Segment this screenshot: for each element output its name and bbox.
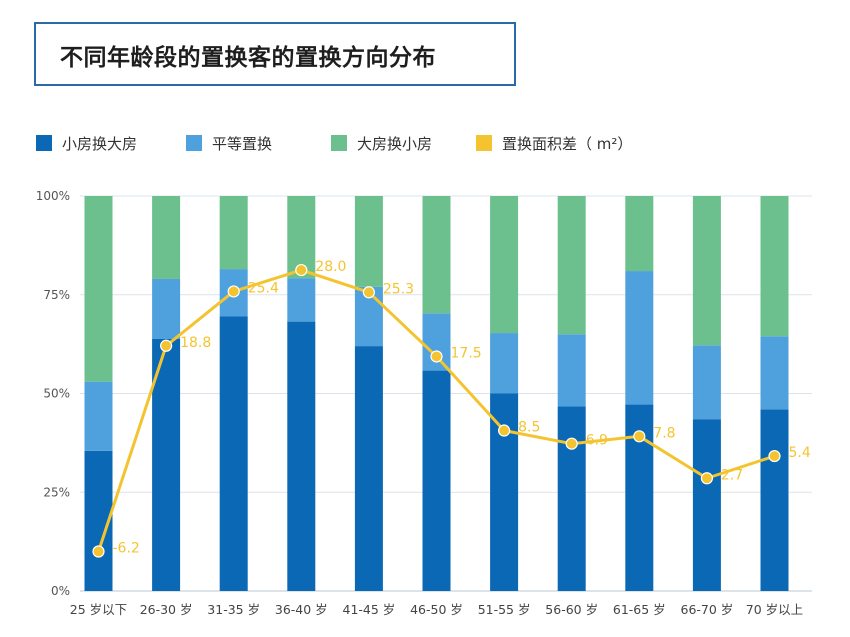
legend-item-large-to-small: 大房换小房	[331, 131, 432, 155]
area-diff-label: 8.5	[518, 420, 540, 436]
area-diff-label: 7.8	[653, 425, 675, 441]
legend-swatch-large-to-small	[331, 135, 347, 151]
bar-segment	[557, 196, 586, 335]
bar-segment	[692, 419, 721, 591]
area-diff-point	[160, 339, 173, 352]
bar-segment	[490, 393, 519, 591]
x-tick-label: 25 岁以下	[70, 602, 127, 617]
area-diff-label: 18.8	[180, 335, 211, 351]
legend-swatch-area-diff	[476, 135, 492, 151]
area-diff-point	[362, 286, 375, 299]
bar-segment	[287, 321, 316, 591]
bar-segment	[152, 196, 181, 279]
legend-item-area-diff: 置换面积差（ m²）	[476, 131, 632, 155]
legend-label-small-to-large: 小房换大房	[62, 134, 138, 153]
x-tick-label: 41-45 岁	[343, 602, 396, 617]
bar-segment	[760, 196, 789, 337]
area-diff-point	[700, 472, 714, 485]
legend-item-equal: 平等置换	[186, 131, 272, 155]
bar-segment	[422, 196, 451, 314]
chart-title: 不同年龄段的置换客的置换方向分布	[60, 45, 436, 71]
y-tick-label: 50%	[43, 387, 70, 401]
area-diff-label: 17.5	[451, 345, 482, 361]
area-diff-label: -6.2	[113, 541, 140, 557]
area-diff-label: 25.3	[383, 281, 414, 297]
area-diff-point	[633, 430, 646, 443]
bar-segment	[84, 381, 113, 451]
area-diff-point	[92, 545, 105, 558]
legend: 小房换大房 平等置换 大房换小房 置换面积差（ m²）	[0, 131, 850, 155]
bar-segment	[557, 406, 586, 591]
x-tick-label: 66-70 岁	[681, 602, 734, 617]
bar-segment	[152, 278, 181, 339]
legend-item-small-to-large: 小房换大房	[36, 131, 137, 155]
area-diff-label: 28.0	[315, 259, 346, 275]
area-diff-label: 6.9	[586, 433, 608, 449]
bar-segment	[760, 409, 789, 591]
area-diff-point	[768, 449, 781, 463]
bar-segment	[219, 196, 248, 270]
area-diff-label: 25.4	[248, 280, 279, 296]
bar-segment	[287, 278, 316, 322]
x-tick-label: 51-55 岁	[478, 602, 531, 617]
x-tick-label: 56-60 岁	[545, 602, 598, 617]
x-tick-label: 26-30 岁	[140, 602, 193, 617]
x-tick-label: 36-40 岁	[275, 602, 328, 617]
bar-segment	[557, 334, 586, 407]
bar-segment	[625, 271, 654, 405]
bar-segment	[490, 196, 519, 334]
area-diff-point	[295, 263, 308, 277]
area-diff-label: 5.4	[789, 445, 811, 461]
x-tick-label: 46-50 岁	[410, 602, 463, 617]
y-tick-label: 75%	[43, 288, 70, 302]
bar-segment	[490, 333, 519, 394]
area-diff-point	[498, 424, 511, 437]
x-tick-label: 61-65 岁	[613, 602, 666, 617]
area-diff-point	[227, 285, 240, 298]
legend-label-large-to-small: 大房换小房	[357, 134, 433, 153]
x-tick-label: 70 岁以上	[746, 602, 803, 617]
bar-segment	[152, 338, 181, 591]
bar-segment	[354, 196, 383, 287]
bar-segment	[760, 336, 789, 410]
legend-label-area-diff: 置换面积差（ m²）	[502, 134, 633, 153]
bar-segment	[422, 370, 451, 591]
area-diff-point	[430, 350, 443, 363]
bar-segment	[692, 345, 721, 420]
legend-swatch-equal	[186, 135, 202, 151]
legend-swatch-small-to-large	[36, 135, 52, 151]
y-tick-label: 100%	[36, 189, 70, 203]
area-diff-point	[565, 437, 578, 450]
y-tick-label: 0%	[51, 584, 70, 598]
bar-segment	[84, 196, 113, 382]
area-diff-label: 2.7	[721, 467, 743, 483]
legend-label-equal: 平等置换	[212, 134, 273, 153]
x-tick-label: 31-35 岁	[207, 602, 260, 617]
bar-segment	[692, 196, 721, 346]
bar-segment	[354, 346, 383, 591]
title-box: 不同年龄段的置换客的置换方向分布	[34, 22, 516, 86]
bar-segment	[625, 196, 654, 272]
bar-segment	[219, 316, 248, 591]
y-tick-label: 25%	[43, 485, 70, 499]
